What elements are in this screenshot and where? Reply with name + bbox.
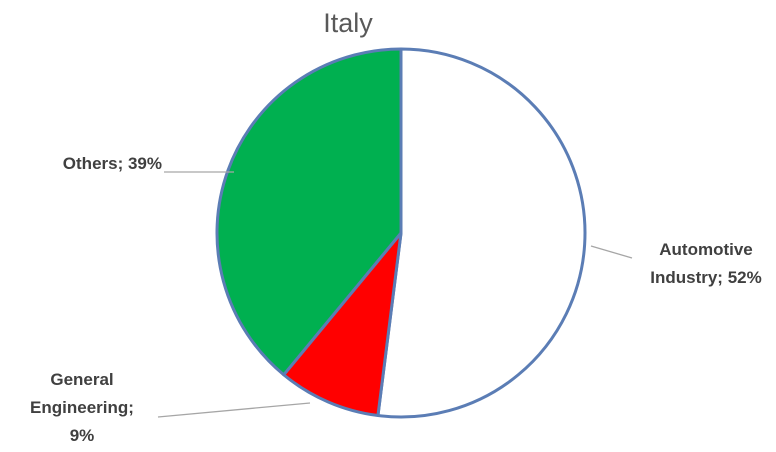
pie-slice-others: [215, 47, 403, 377]
pie-slice-general-engineering: [282, 231, 403, 418]
data-label-others: Others; 39%: [63, 154, 162, 173]
leader-line-automotive-industry: [590, 245, 633, 259]
data-label-automotive-industry: Automotive Industry; 52%: [650, 240, 761, 287]
data-labels: Automotive Industry; 52% General Engineerin…: [30, 154, 762, 445]
pie-slice-automotive-industry: [376, 47, 587, 419]
leader-line-general-engineering: [157, 402, 311, 418]
leader-lines: [157, 171, 633, 418]
pie-slices: [215, 47, 587, 419]
data-label-general-engineering: General Engineering; 9%: [30, 370, 134, 445]
chart-title: Italy: [323, 8, 373, 38]
